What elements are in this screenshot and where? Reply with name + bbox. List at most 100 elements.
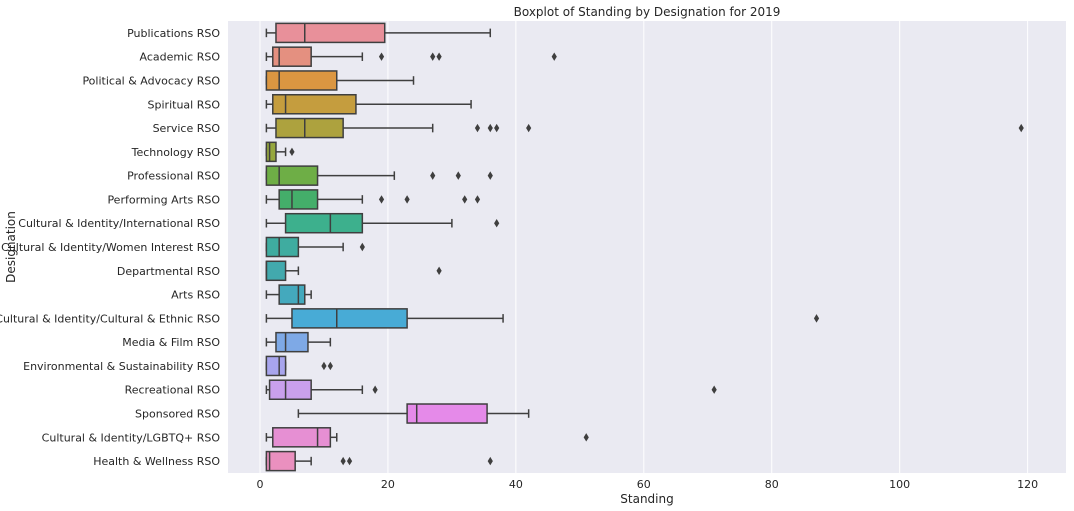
outlier-point (494, 123, 500, 133)
box (272, 427, 332, 448)
x-tick-label: 40 (509, 478, 523, 491)
box-group (265, 117, 1024, 139)
outlier-point (551, 52, 557, 61)
box-group (265, 165, 493, 186)
y-tick-label: Technology RSO (131, 146, 221, 159)
outlier-point (487, 456, 493, 466)
x-axis-title: Standing (620, 492, 673, 506)
outlier-point (455, 171, 461, 180)
box (275, 117, 344, 139)
y-tick-label: Publications RSO (127, 27, 220, 40)
box (284, 212, 364, 234)
y-tick-labels: Publications RSO Academic RSO Political & … (0, 27, 220, 468)
outlier-point (359, 242, 365, 252)
box (278, 284, 306, 305)
box-group (265, 212, 500, 234)
outlier-point (378, 52, 385, 61)
y-tick-label: Cultural & Identity/LGBTQ+ RSO (42, 431, 221, 444)
outlier-point (404, 195, 410, 204)
box-group (265, 308, 820, 329)
y-axis-title: Designation (4, 211, 18, 283)
box-group (265, 379, 717, 401)
y-tick-label: Spiritual RSO (148, 98, 221, 111)
outlier-point (430, 171, 436, 180)
box (265, 141, 277, 163)
outlier-point (583, 433, 589, 442)
y-tick-label: Cultural & Identity/International RSO (18, 217, 220, 230)
box (265, 236, 300, 258)
y-tick-label: Academic RSO (140, 51, 221, 64)
box (265, 165, 319, 186)
outlier-point (378, 195, 385, 204)
y-tick-label: Departmental RSO (117, 265, 220, 278)
x-tick-label: 120 (1017, 478, 1038, 491)
y-tick-label: Cultural & Identity/Cultural & Ethnic RS… (0, 312, 220, 325)
box (265, 70, 338, 91)
box (265, 355, 287, 377)
x-tick-label: 100 (889, 478, 910, 491)
outlier-point (474, 195, 481, 204)
box-group (265, 331, 332, 353)
box (406, 403, 488, 424)
outlier-point (327, 361, 333, 371)
outlier-point (340, 456, 346, 466)
y-tick-label: Recreational RSO (125, 384, 221, 397)
outlier-point (462, 195, 468, 204)
box-group (265, 22, 492, 44)
x-tick-labels: 0 20 40 60 80 100 120 (256, 478, 1038, 491)
outlier-point (487, 171, 493, 180)
y-tick-label: Political & Advocacy RSO (82, 74, 220, 87)
box-group (265, 427, 589, 448)
box (291, 308, 408, 329)
box (265, 260, 287, 282)
box-group (265, 284, 312, 305)
box-group (265, 450, 493, 472)
box-group (265, 93, 472, 115)
outlier-point (321, 361, 327, 371)
y-tick-label: Environmental & Sustainability RSO (23, 360, 220, 373)
outlier-point (494, 219, 500, 228)
x-tick-label: 60 (637, 478, 651, 491)
box-group (265, 236, 365, 258)
box-group (265, 355, 333, 377)
outlier-point (487, 123, 493, 133)
y-tick-label: Arts RSO (171, 289, 220, 302)
outlier-point (436, 52, 442, 61)
y-tick-label: Cultural & Identity/Women Interest RSO (1, 241, 220, 254)
box (272, 46, 312, 67)
y-tick-label: Media & Film RSO (122, 336, 220, 349)
outlier-point (711, 385, 717, 394)
grid-lines (259, 21, 1029, 473)
box (275, 331, 309, 353)
box (265, 450, 296, 472)
box-group (265, 189, 481, 210)
y-tick-label: Service RSO (153, 122, 221, 135)
box-group (297, 403, 530, 424)
chart-title: Boxplot of Standing by Designation for 2… (514, 5, 781, 19)
outlier-point (346, 456, 353, 466)
box-group (265, 260, 442, 282)
x-tick-label: 80 (765, 478, 779, 491)
box (275, 22, 386, 44)
x-tick-label: 20 (381, 478, 395, 491)
outlier-point (372, 385, 378, 394)
box (278, 189, 319, 210)
outlier-point (474, 123, 481, 133)
outlier-point (430, 52, 436, 61)
outlier-point (1018, 123, 1024, 133)
x-tick-label: 0 (256, 478, 263, 491)
box-group (265, 70, 415, 91)
outlier-point (436, 266, 442, 275)
outlier-point (526, 123, 532, 133)
boxes (265, 22, 1024, 472)
box (268, 379, 312, 401)
y-tick-label: Performing Arts RSO (107, 193, 220, 206)
outlier-point (289, 147, 295, 157)
box-group (265, 46, 557, 67)
box (272, 93, 357, 115)
y-tick-label: Professional RSO (127, 170, 220, 183)
y-tick-label: Sponsored RSO (135, 408, 220, 421)
outlier-point (813, 314, 820, 323)
plot-area (228, 21, 1066, 473)
